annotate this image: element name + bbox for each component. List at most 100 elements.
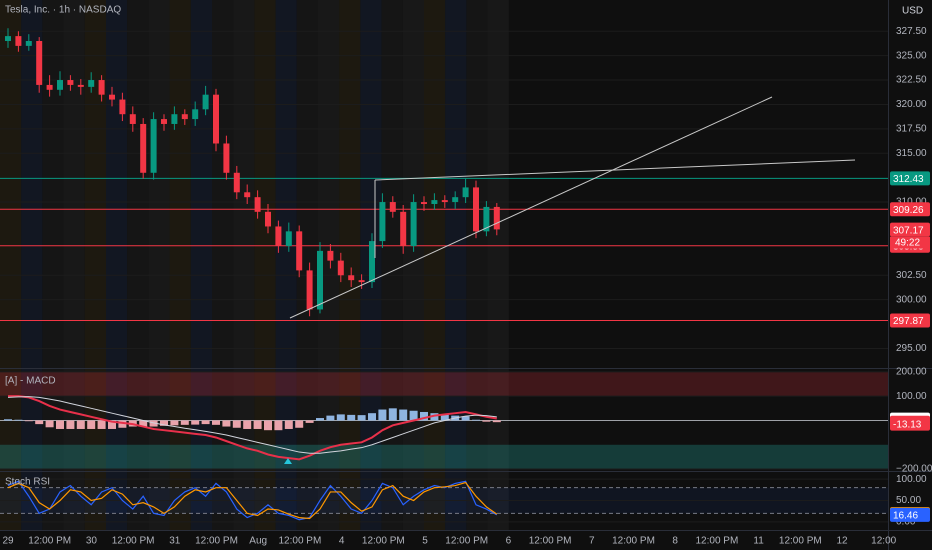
histogram-bar bbox=[316, 418, 324, 421]
candle-body bbox=[88, 80, 95, 87]
candle-body bbox=[317, 250, 323, 310]
histogram-bar bbox=[336, 414, 345, 421]
session-band bbox=[254, 0, 276, 530]
candle-body bbox=[493, 206, 500, 230]
histogram-bar bbox=[264, 420, 272, 431]
pane-title: [A] - MACD bbox=[5, 376, 56, 387]
y-tick-label: 322.50 bbox=[896, 75, 927, 86]
macd-line bbox=[8, 395, 497, 461]
candle-body bbox=[431, 200, 438, 205]
candle-body bbox=[462, 187, 469, 198]
histogram-bar bbox=[378, 409, 387, 421]
candle-body bbox=[161, 119, 167, 124]
candle-body bbox=[369, 241, 375, 283]
x-tick-label: Aug bbox=[249, 536, 267, 547]
session-band bbox=[402, 0, 424, 530]
candle-body bbox=[98, 80, 105, 95]
price-tag bbox=[890, 416, 930, 431]
candle-body bbox=[473, 187, 479, 232]
histogram-bar bbox=[368, 413, 376, 421]
price-tag-label: -13.13 bbox=[893, 419, 922, 430]
histogram-bar bbox=[253, 420, 262, 429]
y-tick-label: 300.00 bbox=[896, 294, 927, 305]
histogram-bar bbox=[295, 420, 304, 428]
signal-marker bbox=[284, 458, 292, 464]
candle-body bbox=[213, 94, 219, 144]
candle-body bbox=[25, 40, 32, 46]
price-tag bbox=[890, 313, 930, 328]
stoch-line bbox=[7, 481, 498, 520]
macd-line bbox=[7, 396, 497, 454]
x-tick-label: 12:00 bbox=[871, 536, 896, 547]
histogram-bar bbox=[430, 413, 439, 421]
histogram-bar bbox=[357, 415, 366, 421]
candle-body bbox=[233, 172, 240, 193]
candle-body bbox=[452, 197, 459, 203]
y-tick-label: −200.00 bbox=[896, 464, 932, 475]
candle-body bbox=[140, 123, 147, 173]
histogram-bar bbox=[66, 420, 75, 429]
histogram-bar bbox=[118, 420, 127, 428]
session-band bbox=[466, 0, 488, 530]
trendline bbox=[289, 96, 773, 319]
candle-body bbox=[410, 202, 417, 246]
session-band bbox=[318, 0, 340, 530]
histogram-bar bbox=[482, 420, 491, 422]
x-tick-label: 4 bbox=[339, 536, 345, 547]
pane-title: Stoch RSI bbox=[5, 477, 50, 488]
price-tag bbox=[890, 507, 930, 522]
candle-body bbox=[46, 84, 53, 90]
session-band bbox=[424, 0, 446, 530]
candle-body bbox=[421, 202, 427, 205]
x-tick-label: 12 bbox=[836, 536, 848, 547]
zone bbox=[0, 371, 888, 397]
histogram-bar bbox=[191, 420, 200, 425]
candle-body bbox=[129, 114, 136, 124]
countdown: 49:22 bbox=[895, 237, 920, 248]
candle-body bbox=[57, 80, 63, 90]
session-band bbox=[63, 0, 85, 530]
candle-body bbox=[389, 202, 396, 212]
session-band bbox=[42, 0, 64, 530]
histogram-bar bbox=[170, 420, 179, 426]
price-tag-label: 297.87 bbox=[893, 316, 924, 327]
x-tick-label: 12:00 PM bbox=[278, 536, 321, 547]
histogram-bar bbox=[326, 415, 335, 421]
candle-body bbox=[150, 119, 157, 173]
y-tick-label: 50.00 bbox=[896, 495, 921, 506]
currency: USD bbox=[902, 6, 923, 17]
histogram-bar bbox=[139, 420, 148, 427]
candle-body bbox=[306, 270, 313, 310]
histogram-bar bbox=[440, 414, 449, 421]
candle-body bbox=[296, 231, 303, 271]
candle-body bbox=[67, 80, 74, 85]
histogram-bar bbox=[305, 420, 314, 423]
session-band bbox=[169, 0, 191, 530]
histogram-bar bbox=[4, 419, 12, 421]
marks: 29 12:00 PM 30 12:00 PM 31 12:00 PM Aug 12:00 P… bbox=[0, 26, 932, 547]
histogram-bar bbox=[76, 420, 85, 429]
histogram-bar bbox=[212, 420, 220, 425]
histogram-bar bbox=[420, 411, 428, 421]
x-tick-label: 11 bbox=[753, 536, 764, 547]
candle-body bbox=[337, 260, 344, 276]
session-band bbox=[275, 0, 297, 530]
y-tick-label: 200.00 bbox=[896, 367, 927, 378]
histogram-bar bbox=[274, 420, 283, 431]
x-tick-label: 12:00 PM bbox=[445, 536, 488, 547]
y-tick-label: 0.00 bbox=[896, 517, 916, 528]
histogram-bar bbox=[35, 420, 44, 425]
price-tag-label: 309.26 bbox=[893, 205, 924, 216]
price-tag-label: 16.46 bbox=[893, 510, 918, 521]
histogram-bar bbox=[201, 420, 210, 425]
x-tick-label: 7 bbox=[589, 536, 595, 547]
session-band bbox=[296, 0, 318, 530]
candle-body bbox=[441, 200, 448, 203]
candle-body bbox=[483, 206, 490, 232]
histogram-bar bbox=[492, 420, 501, 423]
candle-body bbox=[358, 280, 365, 283]
histogram-bar bbox=[45, 420, 54, 428]
y-tick-label: 325.00 bbox=[896, 50, 927, 61]
candle-body bbox=[348, 275, 355, 281]
